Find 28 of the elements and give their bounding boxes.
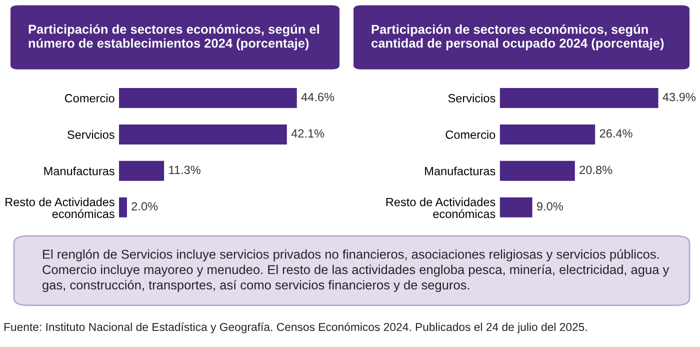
data-label: 9.0% [537, 202, 563, 210]
text: El renglón de Servicios incluye servicios privados no financieros, asociaciones religiosas y servicios públicos. Comercio incluye mayoreo y menudeo. El resto de las actividades engloba pesca, minería, electricidad, agua y gas, construcción, transportes, así como servicios financieros y de seguros. [42, 249, 670, 292]
y-tick-label: Servicios [448, 94, 496, 102]
y-tick-label: Comercio [446, 130, 496, 139]
source-note: Fuente: Instituto Nacional de Estadística y Geografía. Censos Económicos 2024. Publicados el 24 de julio del 2025. [4, 322, 587, 334]
bar [500, 124, 596, 144]
data-label: 11.3% [169, 166, 200, 174]
bar [119, 160, 164, 181]
bar [119, 88, 297, 108]
chart-title: Participación de sectores económicos, según cantidad de personal ocupado 2024 (porcentaje) [372, 24, 664, 50]
data-label: 42.1% [291, 129, 324, 138]
data-label: 44.6% [301, 92, 334, 102]
y-tick-label: Manufacturas [425, 166, 496, 176]
data-label: 43.9% [662, 92, 696, 102]
bar [119, 197, 127, 218]
bar [500, 197, 532, 218]
bar [500, 88, 658, 108]
data-label: 20.8% [580, 166, 612, 174]
y-tick-label: Comercio [64, 94, 114, 102]
data-label: 26.4% [600, 129, 632, 138]
y-tick-label: Servicios [67, 130, 114, 139]
y-tick-label: Resto de Actividades económicas [6, 198, 114, 218]
data-label: 2.0% [132, 202, 158, 210]
y-tick-label: Manufacturas [44, 166, 114, 176]
chart-title: Participación de sectores económicos, según el número de establecimientos 2024 (porcentaje) [28, 24, 319, 50]
y-tick-label: Resto de Actividades económicas [386, 198, 496, 218]
bar [500, 160, 575, 181]
bar [119, 124, 287, 144]
